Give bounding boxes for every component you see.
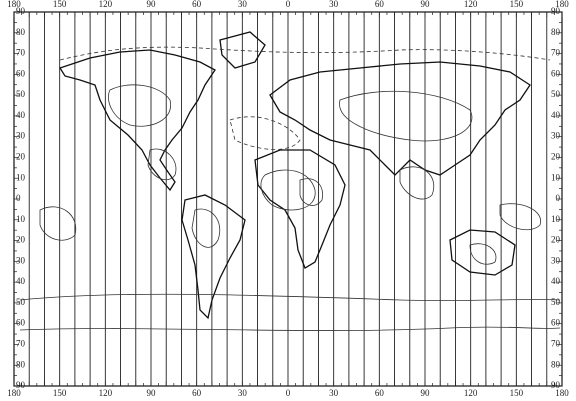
latitude-label-right: 40 (551, 110, 561, 120)
latitude-label-left: 30 (16, 131, 26, 141)
latitude-label-right: 40 (551, 276, 561, 286)
longitude-label-bottom: 90 (421, 388, 431, 398)
latitude-label-left: 80 (16, 359, 26, 369)
latitude-label-left: 10 (16, 172, 26, 182)
longitude-label-top: 150 (510, 0, 524, 9)
latitude-label-right: 20 (551, 235, 561, 245)
latitude-label-left: 10 (16, 214, 26, 224)
longitude-label-bottom: 0 (286, 388, 291, 398)
longitude-label-top: 60 (375, 0, 385, 9)
longitude-label-top: 0 (286, 0, 291, 9)
longitude-label-bottom: 120 (464, 388, 478, 398)
latitude-label-left: 30 (16, 255, 26, 265)
latitude-label-left: 60 (16, 68, 26, 78)
latitude-label-left: 0 (16, 193, 21, 203)
latitude-label-right: 30 (551, 131, 561, 141)
latitude-label-right: 10 (551, 214, 561, 224)
latitude-label-left: 20 (16, 152, 26, 162)
longitude-label-bottom: 90 (147, 388, 157, 398)
latitude-label-left: 70 (16, 339, 26, 349)
latitude-label-right: 50 (551, 297, 561, 307)
latitude-label-left: 40 (16, 276, 26, 286)
latitude-label-right: 60 (551, 68, 561, 78)
longitude-label-top: 120 (464, 0, 478, 9)
latitude-label-right: 90 (551, 6, 561, 16)
longitude-label-bottom: 60 (192, 388, 202, 398)
latitude-label-right: 30 (551, 255, 561, 265)
latitude-label-right: 80 (551, 27, 561, 37)
latitude-label-left: 90 (16, 380, 26, 390)
longitude-label-top: 150 (53, 0, 67, 9)
latitude-label-right: 60 (551, 318, 561, 328)
latitude-label-left: 80 (16, 27, 26, 37)
latitude-label-left: 20 (16, 235, 26, 245)
latitude-label-right: 0 (556, 193, 561, 203)
latitude-label-right: 70 (551, 339, 561, 349)
longitude-label-bottom: 120 (99, 388, 113, 398)
longitude-label-top: 90 (147, 0, 157, 9)
latitude-label-right: 20 (551, 152, 561, 162)
latitude-label-right: 10 (551, 172, 561, 182)
longitude-label-bottom: 30 (238, 388, 248, 398)
latitude-label-left: 40 (16, 110, 26, 120)
latitude-label-left: 90 (16, 6, 26, 16)
latitude-label-right: 70 (551, 48, 561, 58)
longitude-label-top: 60 (192, 0, 202, 9)
latitude-label-right: 50 (551, 89, 561, 99)
latitude-label-left: 50 (16, 89, 26, 99)
longitude-label-top: 30 (238, 0, 248, 9)
longitude-label-top: 30 (329, 0, 339, 9)
longitude-label-bottom: 150 (53, 388, 67, 398)
longitude-label-top: 90 (421, 0, 431, 9)
longitude-label-bottom: 30 (329, 388, 339, 398)
latitude-label-right: 90 (551, 380, 561, 390)
latitude-label-left: 50 (16, 297, 26, 307)
latitude-label-left: 70 (16, 48, 26, 58)
latitude-label-right: 80 (551, 359, 561, 369)
longitude-label-bottom: 150 (510, 388, 524, 398)
latitude-label-left: 60 (16, 318, 26, 328)
map: 1801801501501201209090606030300030306060… (0, 0, 576, 401)
longitude-label-bottom: 60 (375, 388, 385, 398)
longitude-label-top: 120 (99, 0, 113, 9)
